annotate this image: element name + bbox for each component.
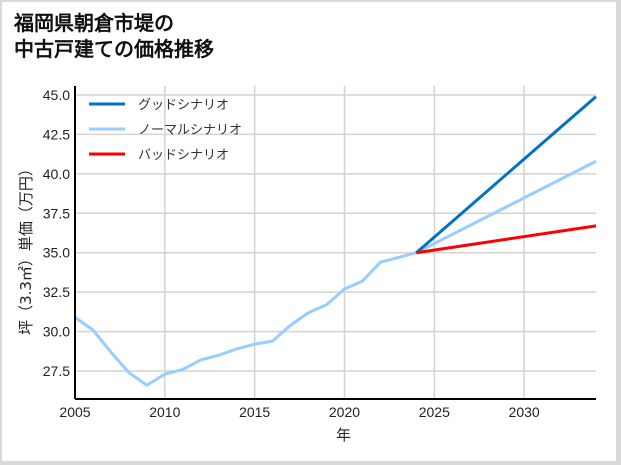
series-lines	[74, 95, 597, 387]
y-tick-label: 30.0	[43, 324, 70, 340]
y-tick-label: 42.5	[43, 126, 70, 142]
y-tick-label: 40.0	[43, 166, 70, 182]
series-line	[415, 95, 597, 254]
axes	[74, 86, 596, 400]
tick-labels: 2005 2010 2015 2020 2025 2030 27.5 30.0 32.5 35.0…	[43, 87, 540, 420]
title-line-2: 中古戸建ての価格推移	[14, 37, 214, 61]
series-line	[416, 224, 597, 255]
series-line	[74, 159, 597, 387]
y-tick-label: 35.0	[43, 245, 70, 261]
legend-label: グッドシナリオ	[138, 98, 229, 113]
x-tick-label: 2020	[329, 404, 360, 420]
x-tick-label: 2010	[149, 404, 180, 420]
legend-label: バッドシナリオ	[138, 148, 229, 163]
y-tick-label: 37.5	[43, 205, 70, 221]
y-tick-label: 27.5	[43, 363, 70, 379]
x-tick-label: 2030	[509, 404, 540, 420]
x-tick-label: 2025	[419, 404, 450, 420]
x-tick-label: 2015	[239, 404, 270, 420]
y-axis-label: 坪（3.3㎡）単価（万円）	[17, 161, 35, 335]
x-axis-label: 年	[336, 426, 351, 444]
chart-title: 福岡県朝倉市堤の 中古戸建ての価格推移	[14, 10, 214, 62]
chart-frame	[2, 2, 616, 461]
title-line-1: 福岡県朝倉市堤の	[14, 11, 174, 35]
y-tick-label: 32.5	[43, 284, 70, 300]
x-tick-label: 2005	[59, 404, 90, 420]
legend-label: ノーマルシナリオ	[138, 123, 242, 138]
y-tick-label: 45.0	[43, 87, 70, 103]
